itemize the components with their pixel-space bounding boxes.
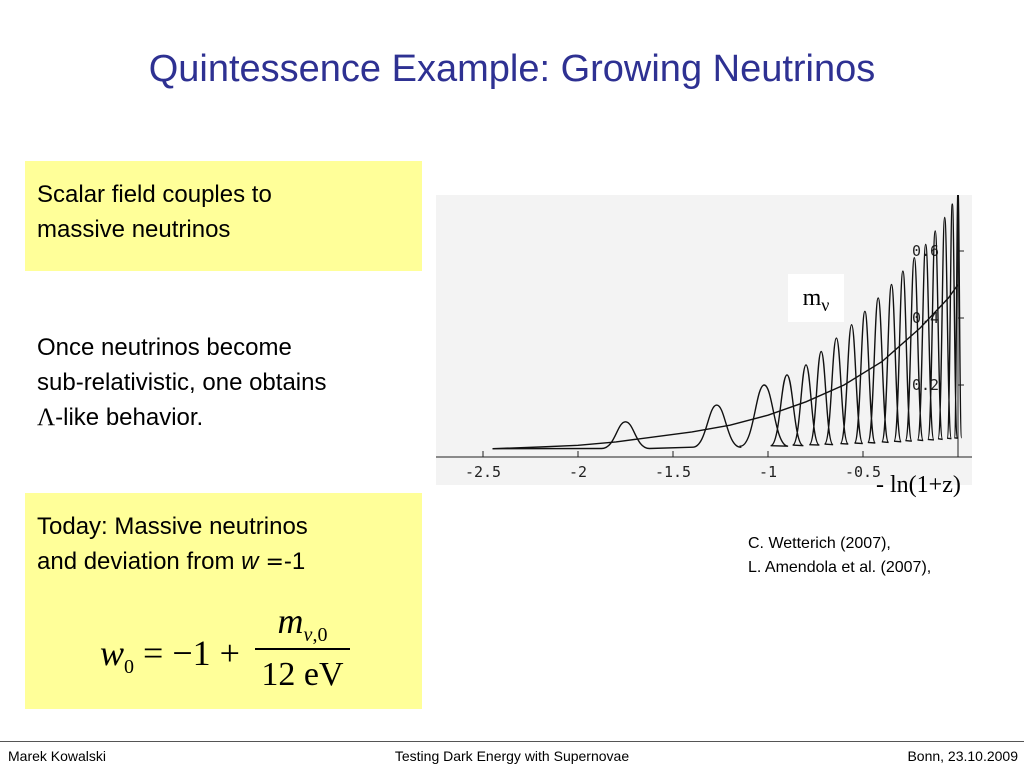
text-fragment: and deviation from [37, 548, 242, 575]
callout-box-today: Today: Massive neutrinos and deviation f… [25, 493, 422, 709]
footer-author: Marek Kowalski [8, 748, 107, 764]
equation-nu: ν [303, 624, 313, 647]
equation-const: = −1 + [134, 633, 240, 673]
citation-line: L. Amendola et al. (2007), [748, 559, 932, 576]
text-line: sub-relativistic, one obtains [37, 369, 327, 396]
oscillating-curve [492, 195, 963, 450]
x-tick-label: -1.5 [655, 463, 691, 481]
mnu-nu: ν [821, 294, 830, 315]
footer-talk-title: Testing Dark Energy with Supernovae [394, 748, 630, 764]
text-line: Λ-like behavior. [37, 400, 432, 435]
callout-box-coupling: Scalar field couples to massive neutrino… [25, 161, 422, 271]
y-tick-label: 0.6 [912, 242, 939, 260]
y-tick-label: 0.2 [912, 376, 939, 394]
average-curve [492, 284, 959, 450]
equals-sign: = [258, 550, 284, 575]
callout-line: massive neutrinos [37, 216, 231, 243]
slide-title: Quintessence Example: Growing Neutrinos [148, 48, 876, 90]
w-variable: w [241, 548, 259, 575]
x-tick-label: -0.5 [845, 463, 881, 481]
text-sub-relativistic: Once neutrinos become sub-relativistic, … [37, 330, 432, 435]
mnu-label: mν [788, 274, 844, 322]
citation-line: C. Wetterich (2007), [748, 535, 891, 552]
citation: C. Wetterich (2007), L. Amendola et al. … [748, 532, 931, 580]
equation-numerator: mν,0 [255, 600, 350, 646]
plot-background [436, 195, 972, 485]
footer-place-date: Bonn, 23.10.2009 [907, 748, 1018, 764]
equation-denominator: 12 eV [261, 656, 344, 693]
equation-w-subscript: 0 [124, 656, 135, 678]
equation-w: w [100, 633, 125, 673]
text-fragment: -like behavior. [55, 404, 204, 431]
neutrino-mass-plot: -2.5-2-1.5-1-0.50.20.40.60.8 [436, 195, 972, 485]
callout-line: Today: Massive neutrinos [37, 513, 308, 540]
equation-m-subscript: ν,0 [304, 624, 328, 646]
text-line: Once neutrinos become [37, 334, 292, 361]
equation-zero: ,0 [312, 624, 328, 647]
callout-line: and deviation from w =-1 [37, 544, 410, 580]
x-tick-label: -2 [569, 463, 587, 481]
x-tick-label: -1 [759, 463, 777, 481]
mnu-m: m [802, 285, 822, 311]
equation-fraction: mν,0 12 eV [255, 600, 350, 694]
footer-divider [0, 741, 1024, 742]
equation-lhs: w0 = −1 + [100, 632, 240, 678]
lambda-symbol: Λ [37, 404, 56, 431]
plot-layer: -2.5-2-1.5-1-0.50.20.40.60.8 [436, 195, 972, 481]
x-tick-label: -2.5 [465, 463, 501, 481]
equation-m: m [277, 601, 304, 641]
fraction-bar [255, 648, 350, 650]
minus-one: -1 [283, 548, 306, 575]
x-axis-label: - ln(1+z) [876, 472, 961, 498]
callout-line: Scalar field couples to [37, 181, 272, 208]
